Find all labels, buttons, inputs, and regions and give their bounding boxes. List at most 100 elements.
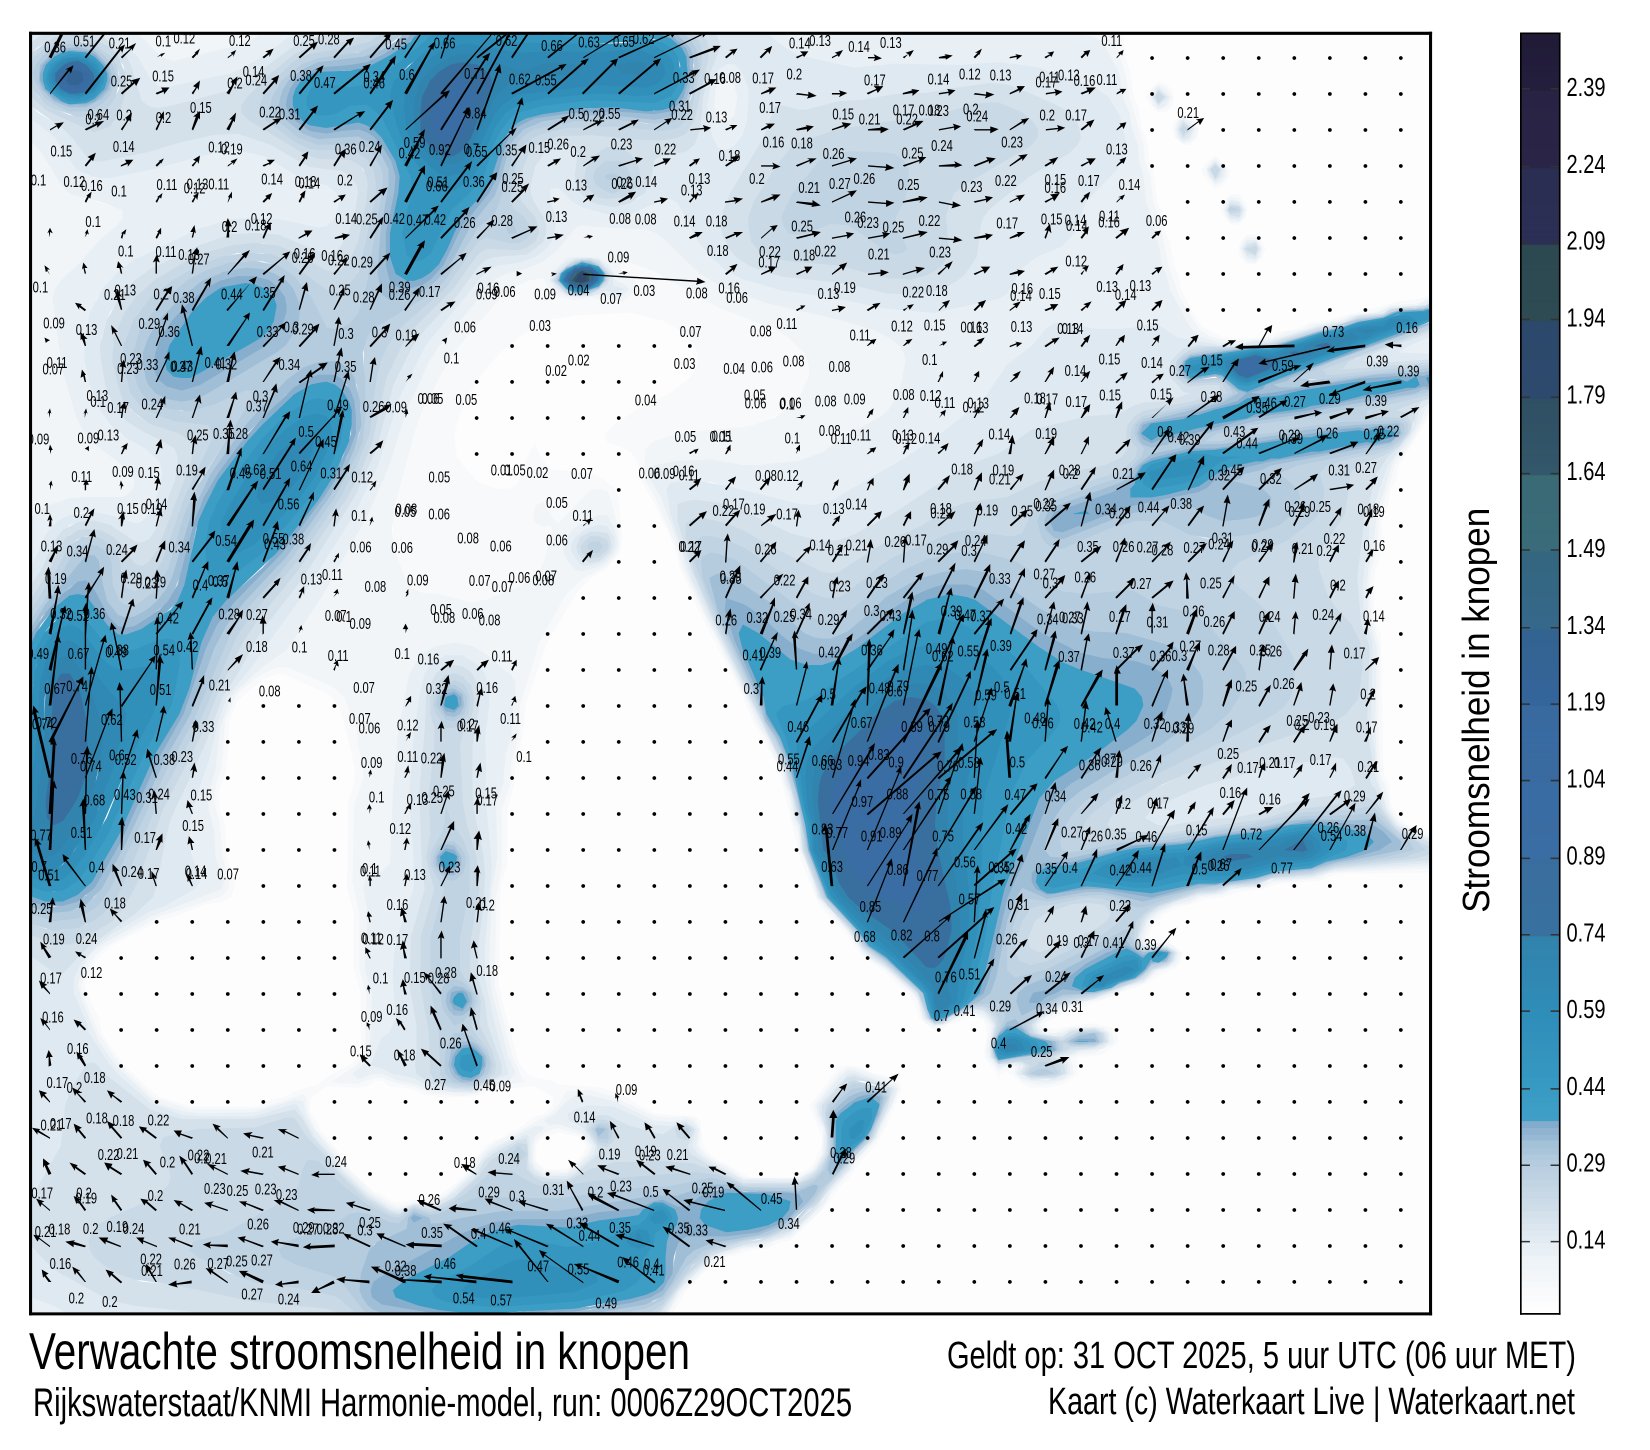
svg-text:0.21: 0.21 (466, 895, 488, 912)
svg-text:0.11: 0.11 (360, 863, 381, 880)
svg-text:0.76: 0.76 (937, 759, 959, 776)
svg-text:0.25: 0.25 (1309, 499, 1331, 516)
svg-text:0.46: 0.46 (1255, 395, 1277, 412)
svg-text:Rijkswaterstaat/KNMI Harmonie-: Rijkswaterstaat/KNMI Harmonie-model, run… (33, 1381, 852, 1425)
svg-text:0.31: 0.31 (1008, 897, 1030, 914)
svg-text:0.13: 0.13 (187, 176, 209, 193)
svg-text:0.09: 0.09 (78, 430, 100, 447)
svg-text:0.5: 0.5 (1010, 755, 1026, 772)
svg-text:0.1: 0.1 (292, 639, 308, 656)
svg-text:0.22: 0.22 (919, 213, 941, 230)
svg-text:0.07: 0.07 (680, 324, 702, 341)
svg-text:0.21: 0.21 (1113, 466, 1135, 483)
svg-text:0.27: 0.27 (1109, 609, 1131, 626)
svg-text:0.7: 0.7 (31, 859, 47, 876)
svg-text:0.13: 0.13 (1057, 321, 1079, 338)
svg-text:0.46: 0.46 (434, 1256, 456, 1273)
svg-text:0.1: 0.1 (394, 646, 410, 663)
svg-text:0.02: 0.02 (527, 465, 549, 482)
svg-text:0.35: 0.35 (335, 359, 357, 376)
svg-text:0.62: 0.62 (509, 71, 531, 88)
svg-text:0.28: 0.28 (353, 290, 375, 307)
svg-text:0.26: 0.26 (174, 1256, 196, 1273)
svg-text:0.3: 0.3 (338, 326, 354, 343)
svg-text:0.13: 0.13 (41, 539, 63, 556)
svg-text:0.49: 0.49 (926, 641, 948, 658)
svg-text:0.76: 0.76 (935, 970, 957, 987)
svg-text:0.27: 0.27 (1169, 363, 1191, 380)
svg-text:0.08: 0.08 (829, 359, 851, 376)
svg-text:0.68: 0.68 (854, 929, 876, 946)
svg-text:0.25: 0.25 (898, 177, 920, 194)
svg-text:0.27: 0.27 (1183, 540, 1205, 557)
svg-text:0.29: 0.29 (720, 569, 742, 586)
svg-text:0.36: 0.36 (1079, 758, 1101, 775)
svg-text:0.73: 0.73 (1323, 324, 1345, 341)
svg-text:0.16: 0.16 (1259, 792, 1281, 809)
svg-text:0.33: 0.33 (567, 1216, 589, 1233)
svg-text:0.41: 0.41 (1103, 935, 1125, 952)
svg-text:0.16: 0.16 (704, 71, 726, 88)
svg-text:0.47: 0.47 (314, 75, 336, 92)
svg-text:0.24: 0.24 (245, 73, 267, 90)
svg-text:2.39: 2.39 (1567, 74, 1606, 102)
svg-text:0.13: 0.13 (97, 428, 119, 445)
svg-text:0.21: 0.21 (1292, 541, 1314, 558)
svg-text:0.19: 0.19 (1035, 426, 1057, 443)
svg-text:0.1: 0.1 (785, 431, 801, 448)
svg-text:0.06: 0.06 (1146, 213, 1168, 230)
svg-text:0.29: 0.29 (833, 1151, 855, 1168)
svg-text:0.56: 0.56 (954, 855, 976, 872)
svg-text:0.17: 0.17 (759, 100, 781, 117)
svg-text:0.15: 0.15 (475, 786, 497, 803)
svg-text:0.16: 0.16 (386, 1002, 408, 1019)
svg-text:0.17: 0.17 (1065, 107, 1087, 124)
svg-text:0.13: 0.13 (1058, 68, 1080, 85)
svg-text:0.18: 0.18 (919, 103, 941, 120)
svg-text:0.18: 0.18 (930, 501, 952, 518)
svg-text:0.16: 0.16 (1220, 785, 1242, 802)
svg-text:0.2: 0.2 (85, 111, 101, 128)
svg-text:0.05: 0.05 (504, 462, 526, 479)
svg-text:0.29: 0.29 (292, 321, 314, 338)
svg-text:0.29: 0.29 (1402, 826, 1424, 843)
svg-text:0.35: 0.35 (668, 1221, 690, 1238)
svg-text:0.9: 0.9 (888, 755, 904, 772)
svg-text:0.43: 0.43 (1224, 424, 1246, 441)
svg-text:0.2: 0.2 (570, 144, 586, 161)
svg-text:0.22: 0.22 (98, 1147, 120, 1164)
svg-text:0.16: 0.16 (418, 652, 440, 669)
svg-text:0.15: 0.15 (1150, 386, 1172, 403)
svg-text:0.22: 0.22 (188, 1147, 210, 1164)
svg-text:0.54: 0.54 (1321, 828, 1343, 845)
svg-text:0.22: 0.22 (583, 109, 605, 126)
svg-text:0.05: 0.05 (395, 504, 417, 521)
svg-text:0.17: 0.17 (107, 400, 129, 417)
svg-text:0.22: 0.22 (930, 505, 952, 522)
svg-text:0.89: 0.89 (901, 719, 923, 736)
svg-text:0.07: 0.07 (43, 361, 65, 378)
svg-text:1.04: 1.04 (1567, 766, 1606, 794)
svg-text:0.17: 0.17 (776, 506, 798, 523)
svg-text:0.1: 0.1 (444, 350, 460, 367)
svg-text:0.15: 0.15 (51, 144, 73, 161)
svg-text:0.22: 0.22 (328, 253, 350, 270)
svg-text:0.12: 0.12 (389, 821, 411, 838)
svg-text:0.3: 0.3 (357, 1223, 373, 1240)
svg-text:0.56: 0.56 (278, 496, 300, 513)
svg-text:0.29: 0.29 (818, 612, 840, 629)
svg-text:0.4: 0.4 (1062, 860, 1078, 877)
svg-text:0.2: 0.2 (194, 1150, 210, 1167)
svg-text:0.52: 0.52 (67, 608, 89, 625)
svg-text:0.28: 0.28 (428, 971, 450, 988)
svg-text:0.31: 0.31 (1062, 999, 1084, 1016)
svg-text:0.07: 0.07 (469, 573, 491, 590)
svg-text:0.18: 0.18 (926, 283, 948, 300)
svg-text:0.42: 0.42 (157, 610, 179, 627)
svg-text:0.25: 0.25 (421, 790, 443, 807)
svg-text:0.18: 0.18 (104, 896, 126, 913)
svg-text:0.17: 0.17 (138, 866, 160, 883)
svg-text:0.31: 0.31 (543, 1182, 565, 1199)
svg-text:0.22: 0.22 (815, 244, 837, 261)
svg-text:0.66: 0.66 (426, 178, 448, 195)
